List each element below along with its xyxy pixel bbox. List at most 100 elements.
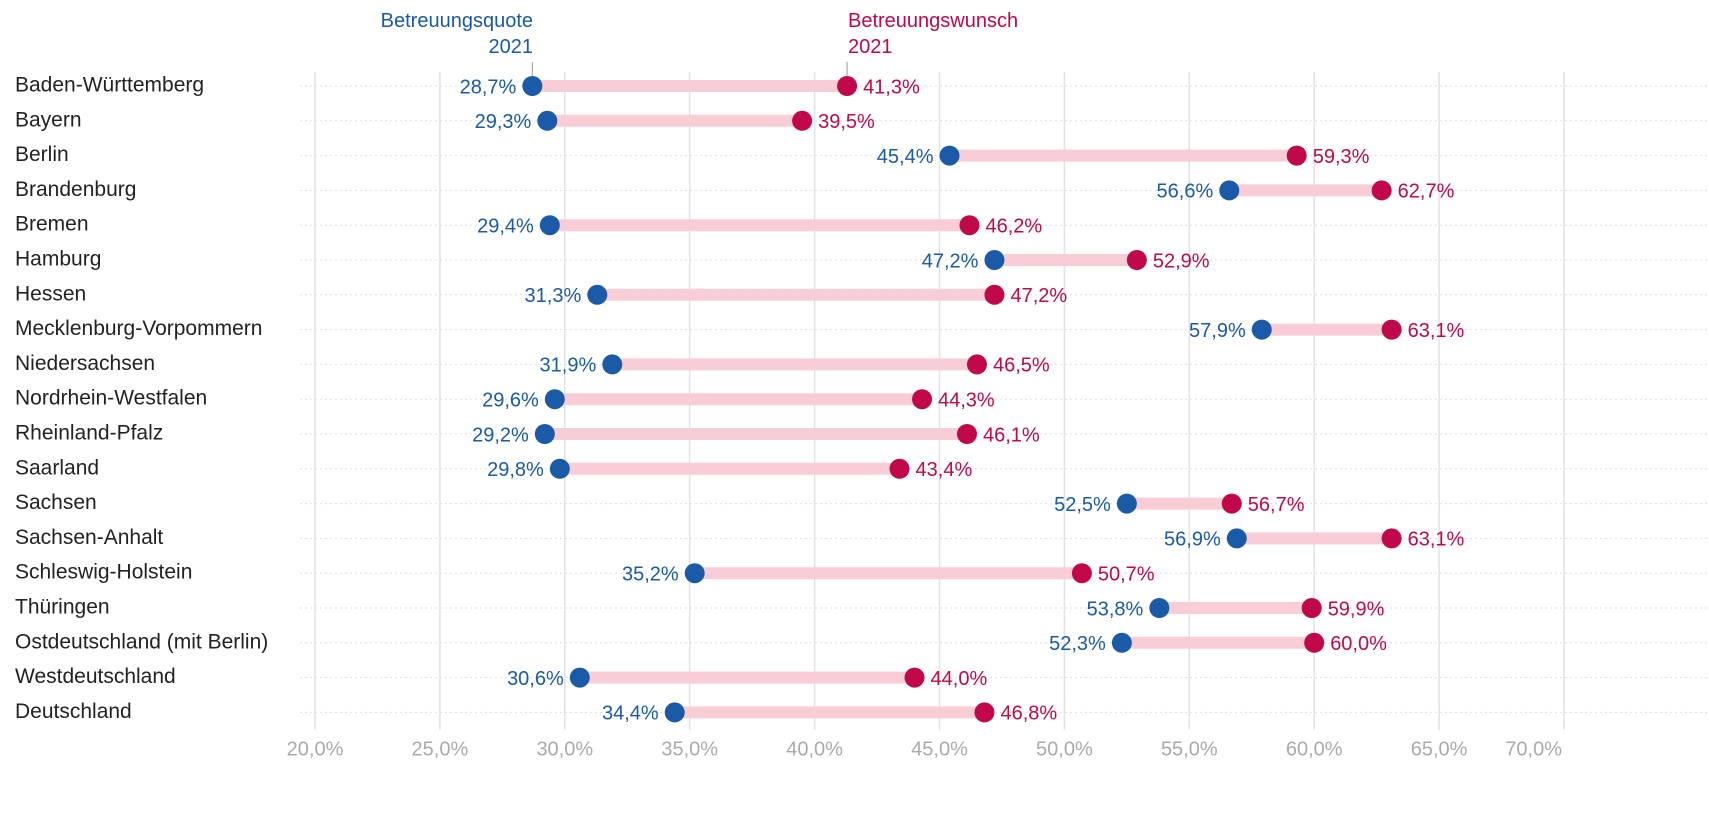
value-label: 29,6% xyxy=(482,389,539,411)
dot xyxy=(1126,250,1147,270)
value-label: 29,2% xyxy=(472,424,529,446)
x-tick-label: 20,0% xyxy=(287,738,344,760)
dot xyxy=(1304,632,1325,653)
dot xyxy=(1071,563,1092,584)
dot xyxy=(1251,319,1272,340)
value-label: 47,2% xyxy=(922,250,979,272)
dot xyxy=(1111,632,1132,653)
dot xyxy=(889,458,910,479)
dot xyxy=(1301,598,1322,618)
value-label: 63,1% xyxy=(1408,529,1465,551)
value-label: 53,8% xyxy=(1087,598,1144,620)
series-label: Betreuungswunsch 2021 xyxy=(848,10,1019,58)
dot xyxy=(974,702,995,723)
category-label: Sachsen xyxy=(15,491,97,514)
value-label: 43,4% xyxy=(916,459,973,481)
x-tick-label: 60,0% xyxy=(1286,738,1343,760)
x-tick-label: 30,0% xyxy=(536,738,593,760)
category-label: Baden-Württemberg xyxy=(15,74,204,97)
dot xyxy=(544,389,565,410)
dot xyxy=(959,215,980,236)
dot xyxy=(1381,528,1402,549)
category-label: Rheinland-Pfalz xyxy=(15,422,163,445)
value-label: 52,3% xyxy=(1049,633,1106,655)
dot xyxy=(1149,598,1170,618)
dot xyxy=(956,424,977,444)
dot xyxy=(984,284,1005,305)
dot xyxy=(1116,493,1137,514)
x-tick-label: 40,0% xyxy=(786,738,843,760)
x-tick-label: 65,0% xyxy=(1411,738,1468,760)
value-label: 46,2% xyxy=(985,215,1042,237)
dot xyxy=(1371,180,1392,201)
dot xyxy=(939,145,960,166)
dot xyxy=(684,563,705,584)
dot xyxy=(837,76,858,96)
dot xyxy=(569,667,590,688)
x-tick-label: 45,0% xyxy=(911,738,968,760)
x-tick-label: 35,0% xyxy=(661,738,718,760)
dot xyxy=(912,389,933,410)
series-label: Betreuungsquote 2021 xyxy=(380,10,533,58)
value-label: 63,1% xyxy=(1408,320,1465,342)
category-label: Mecklenburg-Vorpommern xyxy=(15,317,262,340)
value-label: 31,9% xyxy=(540,355,597,377)
value-label: 62,7% xyxy=(1398,181,1455,203)
x-tick-label: 25,0% xyxy=(412,738,469,760)
value-label: 52,5% xyxy=(1054,494,1111,516)
category-label: Bayern xyxy=(15,108,82,131)
value-label: 35,2% xyxy=(622,563,679,585)
value-label: 60,0% xyxy=(1330,633,1387,655)
dot xyxy=(587,284,608,305)
value-label: 59,3% xyxy=(1313,146,1370,168)
value-label: 57,9% xyxy=(1189,320,1246,342)
value-label: 46,8% xyxy=(1000,703,1057,725)
dot xyxy=(539,215,560,236)
dot xyxy=(966,354,987,375)
dot xyxy=(664,702,685,723)
value-label: 52,9% xyxy=(1153,250,1210,272)
dot xyxy=(1219,180,1240,201)
category-label: Deutschland xyxy=(15,700,132,723)
category-label: Hessen xyxy=(15,282,86,305)
category-label: Saarland xyxy=(15,456,99,479)
category-label: Berlin xyxy=(15,143,69,166)
dot xyxy=(984,250,1005,270)
value-label: 41,3% xyxy=(863,76,920,98)
dot xyxy=(1226,528,1247,549)
dot xyxy=(602,354,623,375)
value-label: 56,6% xyxy=(1157,181,1214,203)
value-label: 44,0% xyxy=(931,668,988,690)
value-label: 34,4% xyxy=(602,703,659,725)
value-label: 56,7% xyxy=(1248,494,1305,516)
dot xyxy=(1286,145,1307,166)
value-label: 31,3% xyxy=(525,285,582,307)
dot xyxy=(904,667,925,688)
value-label: 28,7% xyxy=(460,76,517,98)
value-label: 39,5% xyxy=(818,111,875,133)
value-label: 50,7% xyxy=(1098,563,1155,585)
dot xyxy=(537,110,558,131)
dot xyxy=(792,110,813,131)
category-label: Bremen xyxy=(15,213,89,236)
dot xyxy=(1221,493,1242,514)
x-tick-label: 50,0% xyxy=(1036,738,1093,760)
value-label: 29,8% xyxy=(487,459,544,481)
dot xyxy=(534,424,555,444)
value-label: 56,9% xyxy=(1164,529,1221,551)
value-label: 45,4% xyxy=(877,146,934,168)
value-label: 59,9% xyxy=(1328,598,1385,620)
category-label: Hamburg xyxy=(15,248,101,271)
x-tick-label: 70,0% xyxy=(1505,738,1562,760)
category-label: Sachsen-Anhalt xyxy=(15,526,163,549)
value-label: 29,4% xyxy=(477,215,534,237)
category-label: Schleswig-Holstein xyxy=(15,561,192,584)
category-label: Nordrhein-Westfalen xyxy=(15,387,207,410)
category-label: Westdeutschland xyxy=(15,665,176,688)
value-label: 46,1% xyxy=(983,424,1040,446)
category-label: Ostdeutschland (mit Berlin) xyxy=(15,630,268,653)
category-label: Niedersachsen xyxy=(15,352,155,375)
dot xyxy=(1381,319,1402,340)
